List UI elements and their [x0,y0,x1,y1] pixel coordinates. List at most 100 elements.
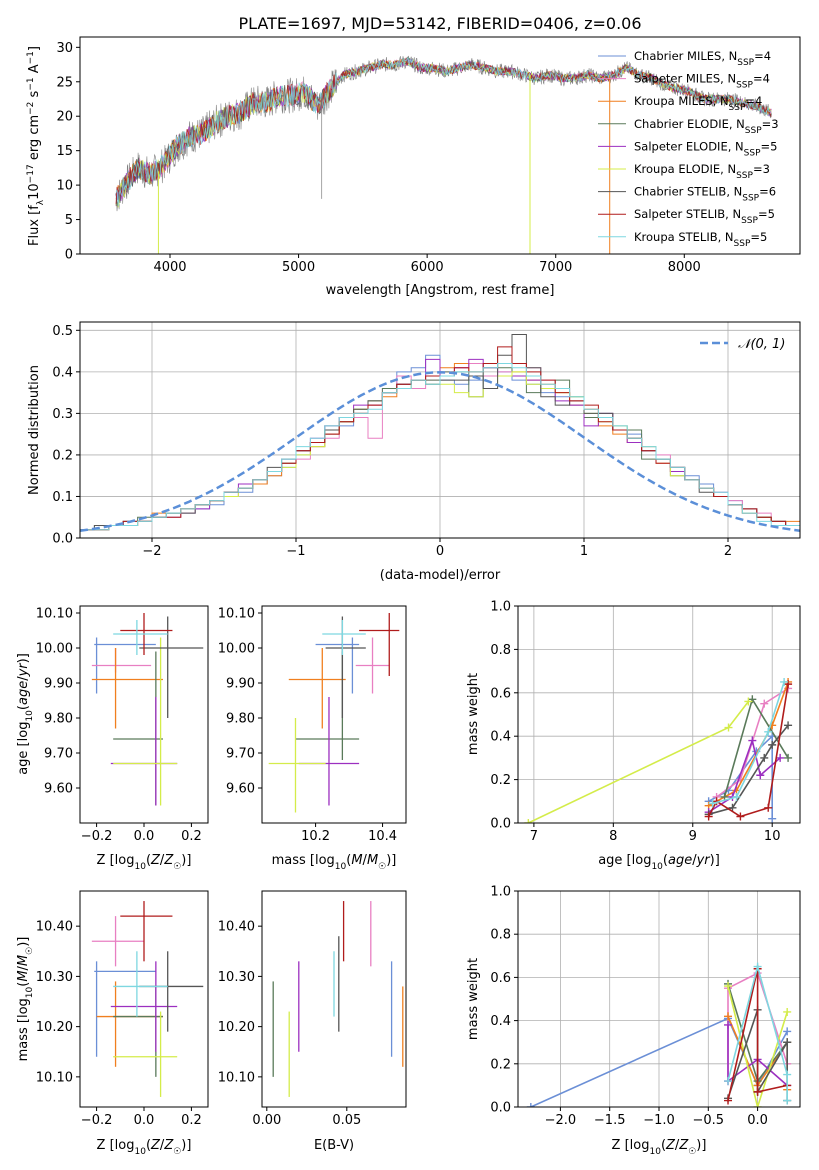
weight-point-marker [776,753,785,762]
label-part: M [16,970,31,981]
label-part: ☉ [25,947,35,955]
error-bar-marker [315,637,360,694]
label-part: )] [696,1138,706,1153]
label-part: M [367,853,378,868]
weight-point-marker [753,962,762,971]
label-part: age [16,681,31,705]
x-axis-label: Z [log10(Z/Z☉)] [97,1138,192,1157]
x-tick-label: −2 [142,544,161,559]
figure-title: PLATE=1697, MJD=53142, FIBERID=0406, z=0… [238,14,641,33]
error-bar-marker [91,648,163,729]
error-bar-marker [94,961,156,1057]
x-tick-label: −0.2 [81,1113,113,1128]
x-tick-label: 9 [689,829,697,844]
y-tick-label: 1.0 [490,600,511,615]
y-tick-label: 9.80 [226,712,255,727]
age-vs-mass-plot-area [268,613,400,813]
axes-frame [261,890,407,1108]
weight-point-marker [768,814,777,823]
y-axis-label: age [log10(age/yr)] [16,653,35,775]
weight-point-marker [783,1038,792,1047]
label-part: )] [181,853,191,868]
error-bar-marker [298,697,360,806]
label-part: / [692,853,697,868]
label-part: =5 [761,139,778,153]
label-part: Z [163,1138,174,1153]
label-part: 10 [134,1147,146,1157]
label-part: ( [16,705,31,710]
label-part: Kroupa ELODIE, N [634,162,736,176]
age-vs-metallicity-plot-area [91,613,204,806]
error-bar-marker [96,981,163,1067]
y-axis-label: mass weight [466,958,481,1040]
label-part: / [16,965,31,970]
label-part: Kroupa MILES, N [634,94,729,108]
error-bar-marker [322,620,366,655]
label-part: 10 [27,183,42,200]
error-bar-marker [113,637,178,806]
legend-label: 𝒩(0, 1) [738,337,785,352]
label-part: age [log [16,722,31,775]
weight-point-marker [764,803,773,812]
weight-point-marker [724,723,733,732]
y-tick-label: 0.2 [52,448,73,463]
x-tick-label: −0.2 [81,829,113,844]
label-part: SSP [745,126,762,136]
label-part: ( [146,853,151,868]
y-tick-label: 0.4 [490,1014,511,1029]
x-tick-label: 0 [436,544,444,559]
label-part: −1 [26,77,36,90]
x-tick-label: 1 [580,544,588,559]
label-part: =4 [745,94,762,108]
weight-point-marker [724,1020,733,1029]
label-part: SSP [736,81,753,91]
label-part: Z [150,1138,161,1153]
label-part: =3 [753,162,770,176]
label-part: )] [16,937,31,947]
x-tick-label: 4000 [153,260,186,275]
y-tick-label: 0.1 [52,490,73,505]
x-axis-label: mass [log10(M/M☉)] [272,853,397,872]
label-part: Flux [f [27,205,42,246]
x-tick-label: 6000 [411,260,444,275]
weight-point-marker [756,771,765,780]
label-part: M [351,853,362,868]
weight-point-marker [780,677,789,686]
mass-weight-vs-age-plot-area [524,677,793,823]
y-axis-label: mass weight [466,673,481,755]
weight-point-marker [744,697,753,706]
legend-label: Salpeter MILES, NSSP=4 [634,72,770,91]
spectrum-legend: Chabrier MILES, N SSP =4 Salpeter MILES, NS… [598,49,779,249]
y-tick-label: 10.30 [36,970,73,985]
weight-series-line [708,681,789,807]
label-part: =6 [759,185,776,199]
model-spectrum-line [115,57,772,207]
label-part: Chabrier STELIB, N [634,185,742,199]
label-part: ] [27,46,42,51]
y-tick-label: 0.0 [490,1101,511,1116]
label-part: SSP [736,171,753,181]
y-tick-label: 9.60 [44,782,73,797]
mass-weight-vs-metallicity-panel: −2.0 −1.5 −1.0 −0.5 0.0 0.0 0.2 0.4 0.6 0.8 1.0 Z [… [466,885,801,1157]
label-part: ☉ [173,862,181,872]
legend-label: Salpeter ELODIE, NSSP=5 [634,139,777,158]
y-tick-label: 0.2 [490,773,511,788]
weight-point-marker [526,1103,535,1107]
x-tick-label: −2.0 [545,1113,577,1128]
error-bar-marker [110,961,178,1052]
label-part: ☉ [378,862,386,872]
error-bar-marker [120,901,173,962]
weight-point-marker [783,1007,792,1016]
label-part: ( [146,1138,151,1153]
legend-label: Chabrier STELIB, NSSP=6 [634,185,776,204]
label-part: / [363,853,368,868]
y-tick-label: 9.90 [226,677,255,692]
label-part: yr [696,853,712,868]
spectrum-plot-area [115,55,772,254]
weight-point-marker [732,792,741,801]
y-tick-label: 10.00 [218,642,255,657]
label-part: Chabrier MILES, N [634,49,737,63]
y-tick-label: 10.40 [218,920,255,935]
x-tick-label: −0.5 [693,1113,725,1128]
